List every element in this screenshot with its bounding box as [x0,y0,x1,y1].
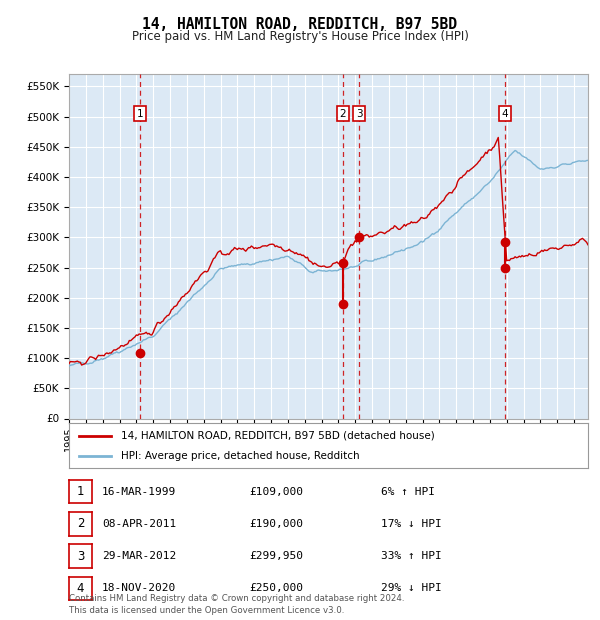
Text: 2: 2 [77,518,84,530]
Text: 14, HAMILTON ROAD, REDDITCH, B97 5BD: 14, HAMILTON ROAD, REDDITCH, B97 5BD [143,17,458,32]
Text: £299,950: £299,950 [249,551,303,561]
Text: 29-MAR-2012: 29-MAR-2012 [102,551,176,561]
Text: 4: 4 [502,108,508,118]
Text: 6% ↑ HPI: 6% ↑ HPI [381,487,435,497]
Text: Price paid vs. HM Land Registry's House Price Index (HPI): Price paid vs. HM Land Registry's House … [131,30,469,43]
Text: £250,000: £250,000 [249,583,303,593]
Text: 16-MAR-1999: 16-MAR-1999 [102,487,176,497]
Text: Contains HM Land Registry data © Crown copyright and database right 2024.
This d: Contains HM Land Registry data © Crown c… [69,594,404,615]
Text: 1: 1 [77,485,84,498]
Text: 17% ↓ HPI: 17% ↓ HPI [381,519,442,529]
Text: £109,000: £109,000 [249,487,303,497]
Text: 14, HAMILTON ROAD, REDDITCH, B97 5BD (detached house): 14, HAMILTON ROAD, REDDITCH, B97 5BD (de… [121,430,434,441]
Text: 3: 3 [356,108,362,118]
Text: 08-APR-2011: 08-APR-2011 [102,519,176,529]
Text: 29% ↓ HPI: 29% ↓ HPI [381,583,442,593]
Text: 4: 4 [77,582,84,595]
Text: 3: 3 [77,550,84,562]
Text: 2: 2 [340,108,346,118]
Text: 1: 1 [137,108,143,118]
Text: £190,000: £190,000 [249,519,303,529]
Text: HPI: Average price, detached house, Redditch: HPI: Average price, detached house, Redd… [121,451,359,461]
Text: 18-NOV-2020: 18-NOV-2020 [102,583,176,593]
Text: 33% ↑ HPI: 33% ↑ HPI [381,551,442,561]
